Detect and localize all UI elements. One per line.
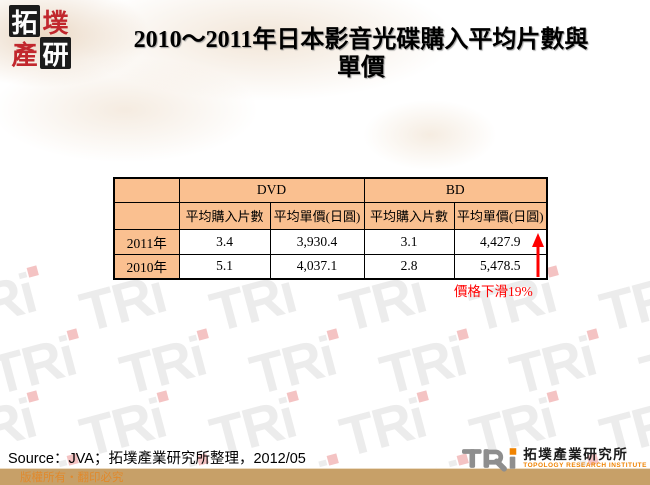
chop-char-chan: 產 <box>11 40 38 70</box>
tri-name-en: TOPOLOGY RESEARCH INSTITUTE <box>523 461 647 469</box>
chop-char-yan: 研 <box>40 37 71 70</box>
price-drop-annotation: 價格下滑19% <box>454 284 533 299</box>
tri-name-zh: 拓墣產業研究所 <box>523 447 629 462</box>
row-label: 2011年 <box>113 228 180 255</box>
tri-watermark: TRi <box>0 315 126 407</box>
data-table-wrap: DVD BD 平均購入片數 平均單價(日圓) 平均購入片數 平均單價(日圓) 2… <box>113 177 548 280</box>
group-header-bd: BD <box>363 177 548 203</box>
row-label: 2010年 <box>113 253 180 280</box>
table-cell: 4,427.9 <box>453 228 548 255</box>
page-title-line1: 2010～2011年日本影音光碟購入平均片數與 <box>133 27 589 53</box>
data-table: DVD BD 平均購入片數 平均單價(日圓) 平均購入片數 平均單價(日圓) 2… <box>113 177 548 280</box>
tri-watermark: TRi <box>334 377 475 469</box>
table-cell: 3.1 <box>363 228 455 255</box>
copyright-bar: 版權所有‧翻印必究 <box>0 468 650 485</box>
table-cell: 5.1 <box>178 253 271 280</box>
tri-watermark: TRi <box>374 315 515 407</box>
source-line: Source：JVA；拓墣產業研究所整理，2012/05 <box>8 451 306 467</box>
col-header-bd-price: 平均單價(日圓) <box>453 201 548 230</box>
chop-char-tuo: 拓 <box>9 5 40 38</box>
red-up-arrow-icon <box>530 231 546 284</box>
tri-watermark: TRi <box>114 315 255 407</box>
table-cell: 4,037.1 <box>269 253 365 280</box>
table-group-header-row: DVD BD <box>113 177 548 203</box>
col-header-dvd-volume: 平均購入片數 <box>178 201 271 230</box>
tri-logo-names: 拓墣產業研究所 TOPOLOGY RESEARCH INSTITUTE <box>523 448 647 469</box>
page-title: 2010～2011年日本影音光碟購入平均片數與 單價 <box>78 26 644 82</box>
table-row-2011: 2011年 3.4 3,930.4 3.1 4,427.9 <box>113 228 548 255</box>
group-header-dvd: DVD <box>178 177 365 203</box>
tri-watermark: TRi <box>504 315 645 407</box>
chop-char-pu: 墣 <box>42 8 69 38</box>
table-row-2010: 2010年 5.1 4,037.1 2.8 5,478.5 <box>113 253 548 280</box>
corner-cell <box>113 201 180 230</box>
copyright-text: 版權所有‧翻印必究 <box>20 472 124 484</box>
table-cell: 3,930.4 <box>269 228 365 255</box>
col-header-dvd-price: 平均單價(日圓) <box>269 201 365 230</box>
tri-watermark: TRi <box>634 315 650 407</box>
table-cell: 2.8 <box>363 253 455 280</box>
tri-watermark: TRi <box>594 252 650 344</box>
table-cell: 3.4 <box>178 228 271 255</box>
tri-watermark: TRi <box>244 315 385 407</box>
background-map-texture <box>0 0 650 175</box>
corner-cell <box>113 177 180 203</box>
tri-logo: 拓墣產業研究所 TOPOLOGY RESEARCH INSTITUTE <box>462 445 647 472</box>
table-cell: 5,478.5 <box>453 253 548 280</box>
topology-chop-logo: 拓 墣 產 研 <box>9 5 71 70</box>
table-sub-header-row: 平均購入片數 平均單價(日圓) 平均購入片數 平均單價(日圓) <box>113 201 548 230</box>
tri-watermark: TRi <box>0 252 86 344</box>
col-header-bd-volume: 平均購入片數 <box>363 201 455 230</box>
tri-logotype-icon <box>462 448 517 472</box>
page-title-line2: 單價 <box>337 55 385 81</box>
